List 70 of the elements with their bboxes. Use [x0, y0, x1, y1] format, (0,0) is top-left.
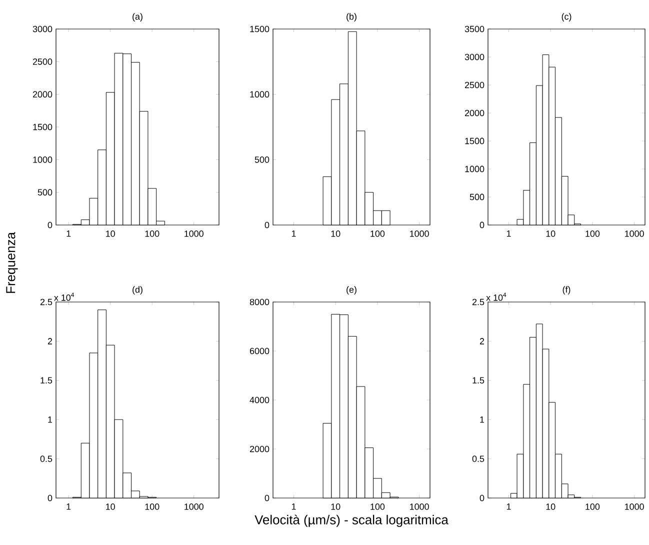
x-tick-label: 1000	[625, 230, 644, 237]
y-tick-label: 2.5	[40, 298, 52, 306]
x-tick-label: 1000	[184, 230, 204, 237]
y-tick-label: 0	[480, 494, 484, 502]
y-tick-label: 4000	[250, 396, 270, 404]
chart-title: (c)	[562, 13, 572, 22]
y-tick-label: 1000	[250, 91, 270, 98]
x-tick-label: 10	[331, 504, 340, 510]
y-tick-label: 1500	[33, 124, 52, 130]
x-tick-label: 10	[106, 230, 115, 237]
y-tick-label: 2000	[250, 446, 270, 452]
chart-title: (a)	[132, 13, 142, 22]
y-tick-label: 500	[254, 156, 270, 163]
x-tick-label: 1000	[410, 504, 429, 510]
x-axis-title: Velocità (µm/s) - scala logaritmica	[254, 514, 448, 527]
x-tick-label: 100	[370, 230, 385, 237]
x-tick-label: 1	[506, 230, 511, 237]
y-tick-label: 0	[264, 494, 270, 502]
text: x 10$^{4}$	[54, 292, 74, 301]
y-tick-label: 1.5	[40, 377, 52, 384]
y-tick-label: 0	[480, 222, 484, 228]
x-tick-label: 100	[586, 504, 600, 510]
y-tick-label: 500	[470, 194, 484, 200]
y-tick-label: 2	[48, 338, 52, 344]
x-tick-label: 10	[331, 230, 340, 237]
y-tick-label: 2000	[464, 110, 484, 116]
y-tick-label: 1	[48, 416, 52, 423]
chart-title: (b)	[346, 13, 356, 22]
x-tick-label: 1000	[410, 230, 429, 237]
x-tick-label: 10	[546, 504, 556, 510]
y-tick-label: 2	[480, 338, 484, 344]
x-tick-label: 1	[506, 504, 511, 510]
y-tick-label: 500	[38, 189, 52, 196]
y-tick-label: 3000	[32, 26, 52, 32]
y-tick-label: 2000	[32, 91, 52, 98]
y-tick-label: 0	[48, 222, 52, 228]
y-axis-title: Frequenza	[6, 232, 18, 293]
x-tick-label: 1000	[184, 504, 204, 510]
x-tick-label: 1000	[625, 504, 644, 510]
chart-title: (d)	[132, 286, 142, 294]
y-tick-label: 2500	[464, 82, 484, 88]
y-tick-label: 1500	[465, 138, 484, 144]
y-tick-label: 1.5	[472, 377, 484, 384]
chart-title: (e)	[346, 286, 356, 294]
y-tick-label: 0.5	[40, 456, 52, 462]
y-tick-label: 2.5	[472, 298, 484, 306]
x-tick-label: 1	[66, 230, 71, 237]
chart-title: (f)	[562, 286, 570, 294]
y-tick-label: 3500	[464, 26, 484, 32]
x-tick-label: 1	[66, 504, 71, 510]
x-tick-label: 100	[145, 504, 160, 510]
x-tick-label: 10	[106, 504, 115, 510]
y-tick-label: 3000	[464, 54, 484, 60]
y-tick-label: 1	[480, 416, 484, 423]
y-tick-label: 8000	[250, 298, 270, 306]
y-tick-label: 0	[48, 494, 52, 502]
x-tick-label: 1	[292, 230, 296, 237]
y-tick-label: 1000	[33, 156, 52, 163]
y-tick-label: 0	[264, 222, 270, 228]
y-tick-label: 0.5	[472, 456, 484, 462]
y-tick-label: 1000	[465, 166, 484, 172]
y-tick-label: 2500	[32, 58, 52, 65]
x-tick-label: 100	[586, 230, 600, 237]
y-tick-label: 6000	[250, 348, 270, 354]
x-tick-label: 100	[370, 504, 385, 510]
text: x 10$^{4}$	[486, 292, 506, 301]
x-tick-label: 100	[145, 230, 160, 237]
x-tick-label: 10	[546, 230, 556, 237]
x-tick-label: 1	[292, 504, 296, 510]
y-tick-label: 1500	[250, 26, 270, 32]
